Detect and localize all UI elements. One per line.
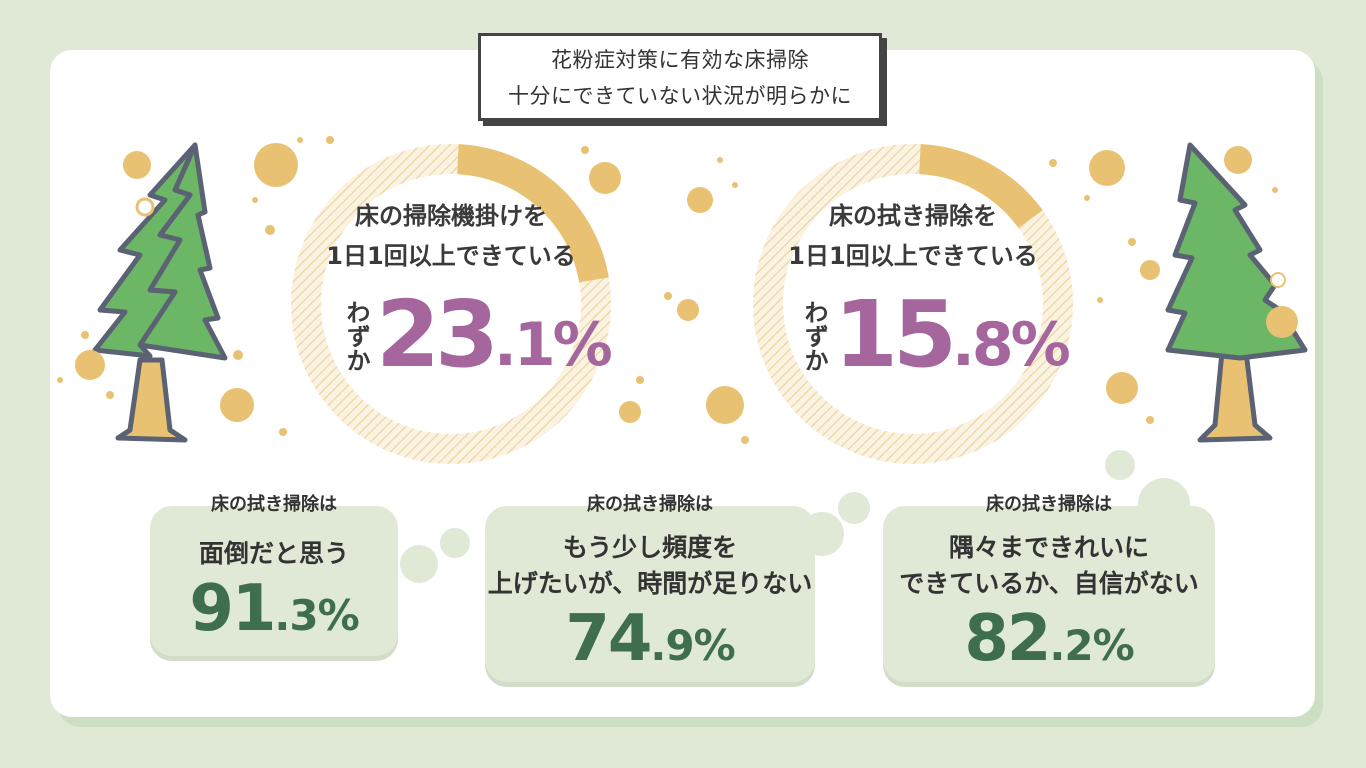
donut-2-value-int: 15: [834, 281, 957, 388]
bubble-2-value: 74.9%: [485, 602, 815, 676]
bubble-2-value-dec: .9%: [650, 621, 735, 670]
bubble-3-line-1: 隅々まできれいに: [948, 533, 1149, 562]
donut-1-label-line-1: 床の掃除機掛けを: [355, 202, 547, 230]
donut-2-value: わずか 15 .8%: [800, 281, 1071, 388]
donut-chart-1: [291, 144, 611, 464]
bubble-3-line-2: できているか、自信がない: [899, 569, 1199, 598]
stat-bubble-1: 床の拭き掃除は 面倒だと思う 91.3%: [150, 494, 398, 656]
tree-right-icon: [1165, 142, 1308, 443]
donut-1-value-dec: .1%: [494, 310, 613, 380]
bubble-2-line-2: 上げたいが、時間が足りない: [487, 569, 813, 598]
title-line-1: 花粉症対策に有効な床掃除: [551, 48, 809, 72]
pollen-icon: [57, 136, 1278, 444]
donut-2-prefix: わずか: [800, 300, 828, 372]
stat-bubble-2: 床の拭き掃除は もう少し頻度を 上げたいが、時間が足りない 74.9%: [485, 494, 815, 682]
donut-1-value-int: 23: [376, 281, 499, 388]
bubble-2-line-1: もう少し頻度を: [562, 533, 738, 562]
stat-bubble-3: 床の拭き掃除は 隅々まできれいに できているか、自信がない 82.2%: [883, 494, 1215, 682]
donut-2-value-dec: .8%: [952, 310, 1071, 380]
page-title: 花粉症対策に有効な床掃除 十分にできていない状況が明らかに: [478, 33, 882, 121]
bubble-3-value: 82.2%: [883, 602, 1215, 676]
donut-1-prefix: わずか: [342, 300, 370, 372]
bubble-3-value-dec: .2%: [1049, 621, 1134, 670]
donut-1-value: わずか 23 .1%: [342, 281, 613, 388]
donut-2-label-line-1: 床の拭き掃除を: [829, 202, 997, 230]
bubble-dot: [838, 492, 870, 524]
donut-1-label-line-2: 1日1回以上できている: [326, 242, 576, 270]
bubble-1-line-1: 面倒だと思う: [198, 539, 349, 568]
bubble-3-label: 床の拭き掃除は: [986, 494, 1112, 515]
donut-2-label: 床の拭き掃除を 1日1回以上できている: [778, 196, 1048, 276]
bubble-2-value-int: 74: [565, 602, 652, 676]
bubble-3-value-int: 82: [964, 602, 1051, 676]
tree-left-icon: [92, 142, 228, 443]
bubble-1-value-int: 91: [189, 572, 276, 646]
donut-1-label: 床の掃除機掛けを 1日1回以上できている: [316, 196, 586, 276]
title-line-2: 十分にできていない状況が明らかに: [508, 84, 852, 108]
donut-chart-2: [753, 144, 1073, 464]
bubble-dot: [1105, 450, 1135, 480]
bubble-dot: [400, 545, 438, 583]
bubble-dot: [440, 528, 470, 558]
bubble-1-label: 床の拭き掃除は: [211, 494, 337, 515]
donut-2-label-line-2: 1日1回以上できている: [788, 242, 1038, 270]
bubble-1-value-dec: .3%: [274, 591, 359, 640]
bubble-1-value: 91.3%: [150, 572, 398, 646]
bubble-2-label: 床の拭き掃除は: [587, 494, 713, 515]
